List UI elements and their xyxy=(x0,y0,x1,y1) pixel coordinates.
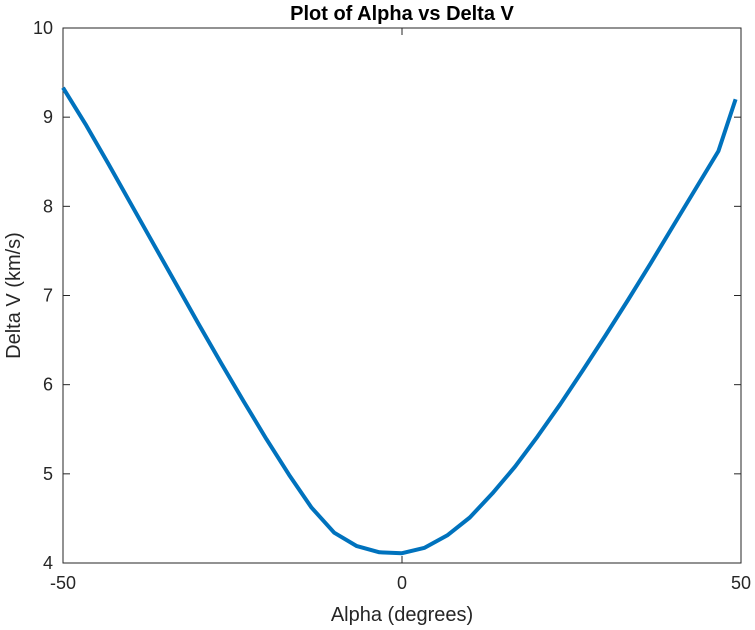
y-axis-label: Delta V (km/s) xyxy=(3,232,25,359)
y-tick-label: 10 xyxy=(33,18,53,38)
x-tick-label: 0 xyxy=(397,573,407,593)
y-tick-label: 5 xyxy=(43,464,53,484)
series-line xyxy=(61,86,738,556)
y-tick-label: 6 xyxy=(43,375,53,395)
ticks-layer: -50 0 50 4 5 6 7 8 9 10 xyxy=(33,18,751,593)
chart-title: Plot of Alpha vs Delta V xyxy=(290,3,514,25)
x-axis-label: Alpha (degrees) xyxy=(331,604,473,626)
x-tick-label: 50 xyxy=(731,573,751,593)
x-tick-label: -50 xyxy=(50,573,76,593)
y-tick-label: 9 xyxy=(43,107,53,127)
series-layer xyxy=(61,86,738,556)
y-tick-label: 4 xyxy=(43,553,53,573)
plot-area xyxy=(62,27,742,564)
y-tick-label: 8 xyxy=(43,196,53,216)
y-tick-label: 7 xyxy=(43,286,53,306)
